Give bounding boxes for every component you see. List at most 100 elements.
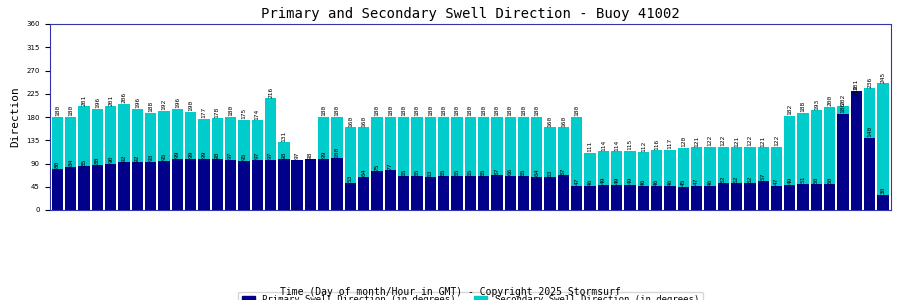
Text: 180: 180 xyxy=(388,105,393,116)
Text: 174: 174 xyxy=(255,108,260,120)
Bar xyxy=(105,106,116,210)
Bar xyxy=(252,160,263,210)
Bar xyxy=(505,176,516,210)
Bar xyxy=(544,127,556,210)
Bar xyxy=(824,184,835,210)
Bar xyxy=(372,117,382,210)
Bar xyxy=(691,148,702,210)
Bar xyxy=(491,117,502,210)
Text: 196: 196 xyxy=(175,97,180,108)
Bar xyxy=(464,176,476,210)
Bar xyxy=(451,117,463,210)
Bar xyxy=(65,117,76,210)
Bar xyxy=(464,117,476,210)
Text: 201: 201 xyxy=(108,94,113,106)
Text: 131: 131 xyxy=(282,130,286,142)
Text: 122: 122 xyxy=(721,135,725,146)
Text: 67: 67 xyxy=(494,167,500,175)
Bar xyxy=(131,163,143,210)
Text: 52: 52 xyxy=(721,175,725,183)
Bar xyxy=(278,159,290,210)
Bar xyxy=(505,117,516,210)
Bar xyxy=(758,181,769,210)
Text: 117: 117 xyxy=(668,138,672,149)
Text: 190: 190 xyxy=(188,100,194,111)
Text: 92: 92 xyxy=(135,154,140,162)
Bar xyxy=(558,176,569,210)
Text: 65: 65 xyxy=(482,168,486,176)
Bar xyxy=(131,109,143,210)
Text: 85: 85 xyxy=(82,158,86,166)
Bar xyxy=(438,117,449,210)
Text: 84: 84 xyxy=(68,159,73,166)
Text: 100: 100 xyxy=(335,147,339,158)
Text: 53: 53 xyxy=(348,175,353,182)
Bar xyxy=(212,118,223,210)
Text: 180: 180 xyxy=(68,105,73,116)
Bar xyxy=(651,150,662,210)
Bar xyxy=(784,116,796,210)
Text: 49: 49 xyxy=(627,177,633,184)
Bar xyxy=(811,110,822,210)
Text: 77: 77 xyxy=(388,162,393,170)
Text: 180: 180 xyxy=(454,105,459,116)
Text: 160: 160 xyxy=(547,116,553,127)
Bar xyxy=(318,159,329,210)
Text: Time (Day of month/Hour in GMT) - Copyright 2025 Stormsurf: Time (Day of month/Hour in GMT) - Copyri… xyxy=(280,287,620,297)
Bar xyxy=(358,177,369,210)
Bar xyxy=(292,209,302,210)
Bar xyxy=(638,152,649,210)
Text: 46: 46 xyxy=(588,178,592,186)
Text: 99: 99 xyxy=(188,151,194,158)
Bar xyxy=(212,159,223,210)
Bar xyxy=(784,185,796,210)
Text: 180: 180 xyxy=(374,105,380,116)
Bar xyxy=(705,147,716,210)
Text: 160: 160 xyxy=(561,116,566,127)
Text: 65: 65 xyxy=(401,168,406,176)
Text: 93: 93 xyxy=(148,154,153,161)
Bar xyxy=(92,109,104,210)
Text: 180: 180 xyxy=(335,105,339,116)
Text: 180: 180 xyxy=(228,105,233,116)
Bar xyxy=(717,147,729,210)
Bar xyxy=(664,150,676,210)
Text: 180: 180 xyxy=(535,105,539,116)
Text: 202: 202 xyxy=(841,94,846,105)
Bar xyxy=(145,162,157,210)
Bar xyxy=(318,117,329,210)
Text: 49: 49 xyxy=(614,177,619,184)
Text: 50: 50 xyxy=(814,176,819,184)
Bar xyxy=(770,147,782,210)
Text: 122: 122 xyxy=(774,135,779,146)
Text: 66: 66 xyxy=(508,168,513,176)
Text: 52: 52 xyxy=(747,175,752,183)
Text: 120: 120 xyxy=(680,136,686,148)
Text: 236: 236 xyxy=(868,76,872,88)
Text: 180: 180 xyxy=(321,105,327,116)
Bar xyxy=(531,177,543,210)
Bar xyxy=(811,184,822,210)
Bar xyxy=(638,186,649,210)
Text: 180: 180 xyxy=(468,105,472,116)
Bar xyxy=(305,208,316,210)
Bar xyxy=(731,183,742,210)
Bar xyxy=(691,186,702,210)
Text: 180: 180 xyxy=(508,105,513,116)
Text: 193: 193 xyxy=(814,98,819,110)
Bar xyxy=(345,127,356,210)
Text: 206: 206 xyxy=(122,92,127,103)
Text: 116: 116 xyxy=(654,138,659,150)
Title: Primary and Secondary Swell Direction - Buoy 41002: Primary and Secondary Swell Direction - … xyxy=(261,8,680,21)
Text: 67: 67 xyxy=(561,167,566,175)
Bar xyxy=(398,176,410,210)
Text: 88: 88 xyxy=(94,157,100,164)
Text: 140: 140 xyxy=(868,126,872,137)
Bar xyxy=(451,176,463,210)
Bar xyxy=(278,142,290,210)
Text: 97: 97 xyxy=(255,152,260,159)
Text: 52: 52 xyxy=(734,175,739,183)
Bar xyxy=(345,183,356,210)
Bar xyxy=(65,167,76,210)
Bar xyxy=(238,161,249,210)
